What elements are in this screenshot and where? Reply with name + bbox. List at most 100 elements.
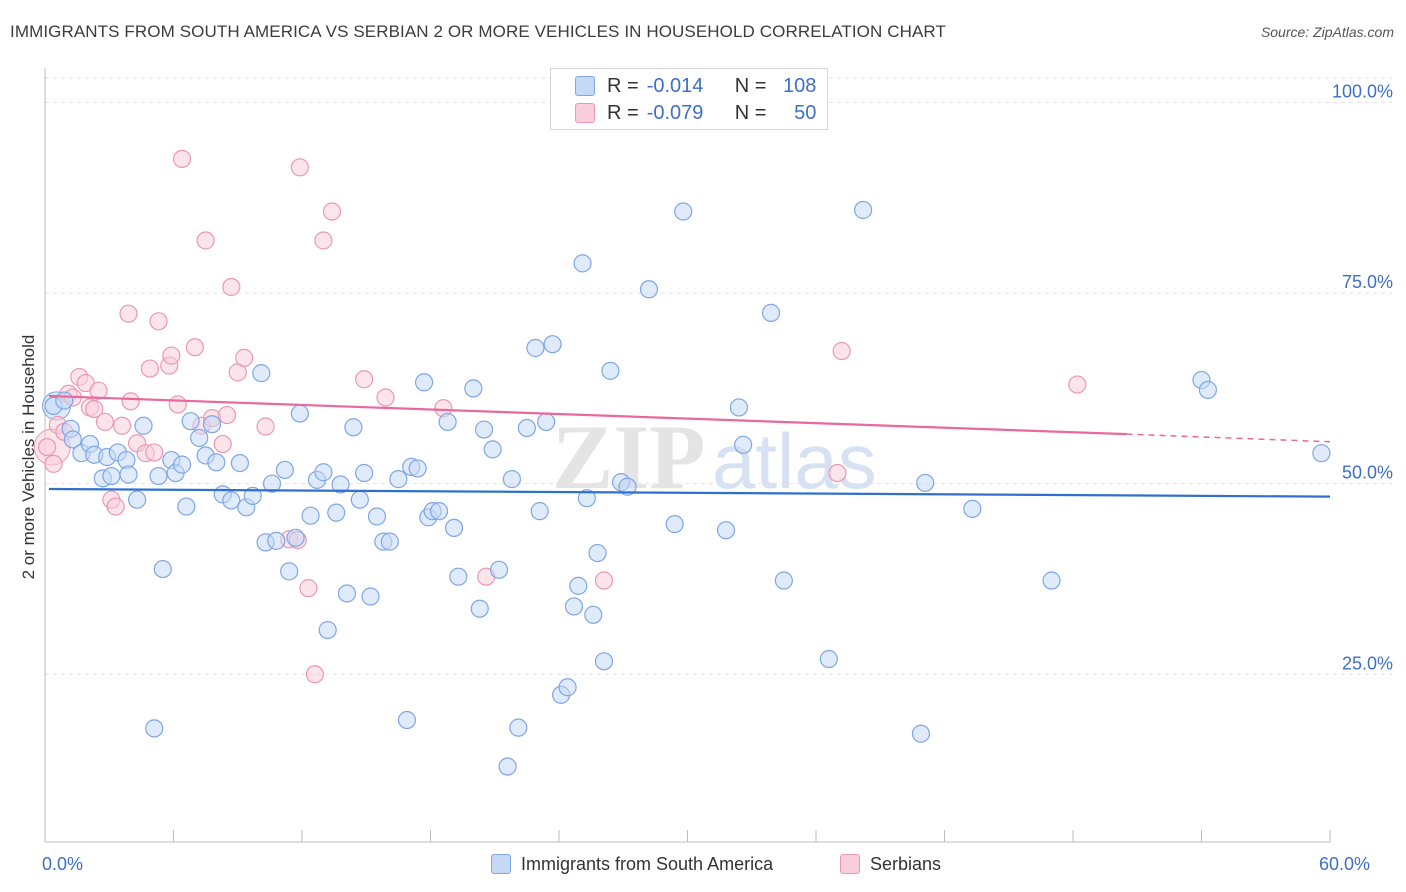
pink-point bbox=[1068, 375, 1087, 394]
blue-point bbox=[526, 338, 545, 358]
blue-point bbox=[474, 420, 494, 439]
pink-point bbox=[832, 341, 851, 361]
pink-point bbox=[106, 497, 125, 516]
blue-point bbox=[584, 605, 603, 624]
blue-point bbox=[438, 412, 457, 432]
blue-point bbox=[190, 428, 209, 448]
x-tick-label: 0.0% bbox=[42, 854, 83, 874]
pink-point bbox=[222, 277, 241, 297]
blue-point bbox=[119, 465, 138, 484]
blue-point bbox=[367, 507, 387, 526]
blue-point bbox=[774, 571, 793, 590]
blue-point bbox=[63, 430, 82, 449]
pink-point bbox=[112, 416, 132, 435]
blue-point bbox=[207, 453, 226, 472]
blue-point bbox=[594, 652, 614, 671]
n-label: N = bbox=[734, 101, 767, 124]
blue-point bbox=[429, 502, 449, 521]
legend-label: Immigrants from South America bbox=[521, 853, 774, 874]
blue-point bbox=[517, 418, 536, 438]
pink-trend-extension bbox=[1126, 433, 1331, 443]
blue-point bbox=[464, 379, 483, 398]
blue-point bbox=[397, 710, 417, 730]
blue-point bbox=[290, 404, 309, 423]
stats-legend: R = -0.014 N = 108 R = -0.079 N = 50 bbox=[550, 68, 828, 130]
pink-point bbox=[235, 348, 254, 367]
chart-title: IMMIGRANTS FROM SOUTH AMERICA VS SERBIAN… bbox=[10, 22, 946, 41]
blue-point bbox=[854, 200, 873, 220]
pink-point bbox=[44, 454, 63, 473]
pink-point bbox=[299, 579, 318, 598]
blue-point bbox=[344, 418, 363, 437]
blue-point bbox=[222, 491, 241, 510]
blue-point bbox=[483, 440, 502, 459]
legend-item-south-america: Immigrants from South America bbox=[491, 851, 773, 877]
blue-point bbox=[280, 562, 299, 581]
blue-point bbox=[286, 528, 305, 547]
blue-point bbox=[573, 254, 592, 273]
pink-point bbox=[828, 463, 847, 483]
blue-point bbox=[963, 499, 982, 518]
pink-point bbox=[95, 412, 115, 432]
blue-point bbox=[729, 398, 749, 417]
blue-point bbox=[618, 477, 637, 496]
blue-point bbox=[588, 543, 607, 563]
blue-point bbox=[569, 576, 588, 595]
pink-point bbox=[305, 665, 324, 684]
x-tick-label: 60.0% bbox=[1319, 854, 1370, 874]
pink-point bbox=[121, 392, 140, 411]
blue-point bbox=[414, 373, 434, 392]
pink-point bbox=[290, 158, 309, 177]
stats-row-south-america: R = -0.014 N = 108 bbox=[551, 73, 816, 99]
blue-point bbox=[355, 463, 374, 483]
blue-point bbox=[601, 361, 620, 380]
blue-point bbox=[1042, 571, 1061, 590]
blue-point bbox=[537, 412, 556, 432]
blue-point bbox=[267, 531, 286, 550]
source-label: Source: ZipAtlas.com bbox=[1260, 24, 1394, 40]
blue-point bbox=[181, 412, 200, 431]
blue-point bbox=[1198, 380, 1218, 400]
blue-point bbox=[318, 620, 337, 640]
blue-trend-line bbox=[48, 487, 1331, 498]
pink-point bbox=[168, 395, 187, 414]
blue-point bbox=[327, 503, 346, 522]
blue-point bbox=[361, 587, 380, 606]
blue-point bbox=[819, 649, 838, 669]
blue-point bbox=[639, 280, 659, 299]
blue-point bbox=[916, 473, 935, 493]
pink-point bbox=[594, 571, 614, 590]
blue-point bbox=[543, 335, 562, 354]
blue-point bbox=[55, 391, 74, 410]
pink-point bbox=[119, 304, 138, 323]
blue-point bbox=[665, 514, 684, 534]
blue-point bbox=[408, 459, 427, 478]
blue-point bbox=[716, 521, 736, 540]
blue-point bbox=[489, 560, 509, 579]
r-value: -0.079 bbox=[646, 101, 704, 124]
y-tick-label: 25.0% bbox=[1342, 653, 1393, 673]
pink-point bbox=[172, 149, 192, 169]
blue-point bbox=[509, 718, 528, 737]
blue-point bbox=[577, 489, 596, 508]
blue-point bbox=[444, 518, 464, 538]
gridlines bbox=[45, 77, 1392, 675]
blue-point bbox=[674, 202, 693, 221]
blue-point bbox=[1312, 444, 1331, 463]
blue-point bbox=[149, 466, 168, 486]
pink-trend-line bbox=[48, 394, 1127, 436]
y-tick-label: 75.0% bbox=[1342, 272, 1393, 292]
r-label: R = bbox=[607, 101, 639, 124]
blue-point bbox=[230, 453, 249, 473]
pink-point bbox=[376, 388, 395, 407]
data-points bbox=[33, 149, 1331, 776]
blue-point bbox=[301, 506, 320, 525]
pink-point bbox=[217, 405, 237, 425]
blue-point bbox=[172, 455, 192, 474]
blue-point bbox=[337, 584, 357, 603]
blue-point bbox=[530, 502, 549, 521]
stats-row-serbians: R = -0.079 N = 50 bbox=[551, 100, 816, 126]
blue-point bbox=[252, 364, 271, 383]
tick-labels: 25.0% 50.0% 75.0% 100.0% 0.0% 60.0% bbox=[42, 81, 1393, 874]
